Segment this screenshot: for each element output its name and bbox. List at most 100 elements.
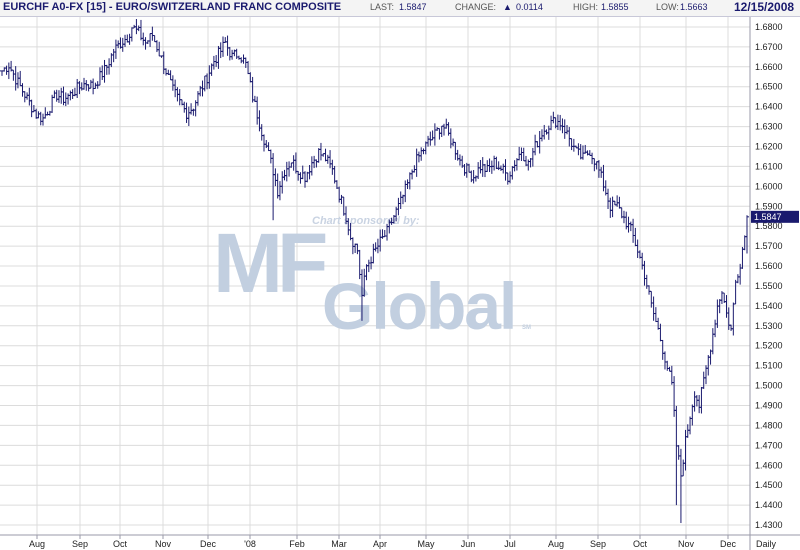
ohlc-bar bbox=[439, 125, 444, 138]
ohlc-bar bbox=[161, 51, 166, 75]
ohlc-bar bbox=[136, 25, 141, 32]
ohlc-bar bbox=[430, 130, 435, 141]
ohlc-bar bbox=[658, 323, 663, 342]
ohlc-bar bbox=[54, 89, 59, 102]
y-tick-label: 1.4600 bbox=[755, 460, 783, 470]
ohlc-bar bbox=[255, 96, 260, 125]
ohlc-bar bbox=[236, 55, 241, 60]
ohlc-bar bbox=[380, 229, 385, 239]
last-price-marker: 1.5847 bbox=[751, 210, 799, 223]
ohlc-bar bbox=[284, 161, 289, 182]
ohlc-bar bbox=[227, 47, 232, 61]
y-tick-label: 1.4300 bbox=[755, 520, 783, 530]
ohlc-bar bbox=[571, 138, 576, 152]
ohlc-bar bbox=[580, 145, 585, 160]
ohlc-bar bbox=[59, 87, 64, 104]
ohlc-bar bbox=[428, 131, 433, 146]
ohlc-bar bbox=[127, 33, 132, 45]
ohlc-bar bbox=[644, 274, 649, 289]
ohlc-bar bbox=[230, 49, 235, 60]
ohlc-bar bbox=[371, 243, 376, 264]
x-tick-label: '08 bbox=[244, 539, 256, 549]
ohlc-bar bbox=[662, 351, 667, 370]
high-value: 1.5855 bbox=[601, 2, 629, 12]
ohlc-bar bbox=[289, 162, 294, 168]
y-tick-label: 1.6000 bbox=[755, 181, 783, 191]
ohlc-bar bbox=[239, 57, 244, 64]
ohlc-bar bbox=[18, 70, 23, 87]
ohlc-bar bbox=[649, 290, 654, 308]
ohlc-bar bbox=[154, 40, 159, 53]
ohlc-bar bbox=[241, 54, 246, 64]
ohlc-bar bbox=[492, 155, 497, 171]
ohlc-bar bbox=[246, 61, 251, 75]
ohlc-bar bbox=[676, 445, 681, 460]
y-tick-label: 1.6600 bbox=[755, 62, 783, 72]
ohlc-bar bbox=[303, 171, 308, 188]
y-tick-label: 1.5300 bbox=[755, 321, 783, 331]
x-tick-label: Sep bbox=[590, 539, 606, 549]
y-tick-label: 1.5900 bbox=[755, 201, 783, 211]
ohlc-bar bbox=[403, 180, 408, 203]
ohlc-bar bbox=[184, 102, 189, 123]
ohlc-bar bbox=[701, 371, 706, 389]
high-label: HIGH: bbox=[573, 2, 599, 12]
ohlc-bar bbox=[355, 243, 360, 255]
ohlc-bar bbox=[25, 92, 30, 100]
ohlc-bar bbox=[423, 141, 428, 155]
ohlc-bar bbox=[325, 154, 330, 164]
ohlc-bar bbox=[674, 405, 679, 506]
ohlc-bar bbox=[487, 158, 492, 172]
x-tick-label: Daily bbox=[756, 539, 777, 549]
ohlc-bar bbox=[20, 83, 25, 97]
ohlc-bar bbox=[328, 150, 333, 169]
ohlc-bar bbox=[353, 243, 358, 254]
ohlc-bar bbox=[656, 317, 661, 330]
ohlc-bar bbox=[129, 27, 134, 42]
ohlc-bar bbox=[653, 307, 658, 323]
ohlc-bar bbox=[287, 161, 292, 177]
ohlc-bar bbox=[742, 235, 747, 251]
y-tick-label: 1.5700 bbox=[755, 241, 783, 251]
ohlc-bar bbox=[339, 194, 344, 205]
ohlc-bar bbox=[97, 67, 102, 86]
ohlc-bar bbox=[202, 75, 207, 92]
grid-lines bbox=[0, 17, 750, 535]
ohlc-bar bbox=[510, 166, 515, 180]
ohlc-bar bbox=[111, 48, 116, 63]
ohlc-bar bbox=[75, 78, 80, 98]
ohlc-bar bbox=[692, 391, 697, 412]
low-label: LOW: bbox=[656, 2, 679, 12]
ohlc-bar bbox=[651, 296, 656, 321]
x-tick-label: Mar bbox=[331, 539, 347, 549]
ohlc-bar bbox=[738, 263, 743, 285]
ohlc-bar bbox=[330, 159, 335, 175]
ohlc-bar bbox=[560, 118, 565, 134]
ohlc-bar bbox=[378, 229, 383, 252]
x-axis: Aug Sep Oct Nov Dec '08 Feb Mar Apr May Jun Jul Aug S… bbox=[29, 535, 777, 549]
ohlc-bar bbox=[697, 395, 702, 414]
y-tick-label: 1.5200 bbox=[755, 341, 783, 351]
y-tick-label: 1.4400 bbox=[755, 500, 783, 510]
ohlc-bar bbox=[70, 89, 75, 99]
ohlc-bar bbox=[52, 90, 57, 99]
ohlc-bar bbox=[225, 35, 230, 56]
ohlc-bar bbox=[157, 41, 162, 57]
ohlc-bar bbox=[633, 227, 638, 247]
price-chart: Chart sponsored by: MF Global SM 1.68001… bbox=[0, 17, 800, 550]
ohlc-bar bbox=[268, 149, 273, 164]
ohlc-bar bbox=[617, 196, 622, 209]
last-value: 1.5847 bbox=[399, 2, 427, 12]
ohlc-bar bbox=[41, 113, 46, 126]
ohlc-bar bbox=[323, 148, 328, 162]
ohlc-bar bbox=[546, 125, 551, 140]
ohlc-bar bbox=[280, 171, 285, 194]
x-tick-label: Dec bbox=[720, 539, 737, 549]
price-bars bbox=[0, 18, 749, 524]
chart-date: 12/15/2008 bbox=[734, 0, 795, 14]
ohlc-bar bbox=[482, 163, 487, 178]
ohlc-bar bbox=[519, 147, 524, 161]
ohlc-bar bbox=[300, 165, 305, 180]
ohlc-bar bbox=[173, 79, 178, 98]
ohlc-bar bbox=[683, 429, 688, 471]
